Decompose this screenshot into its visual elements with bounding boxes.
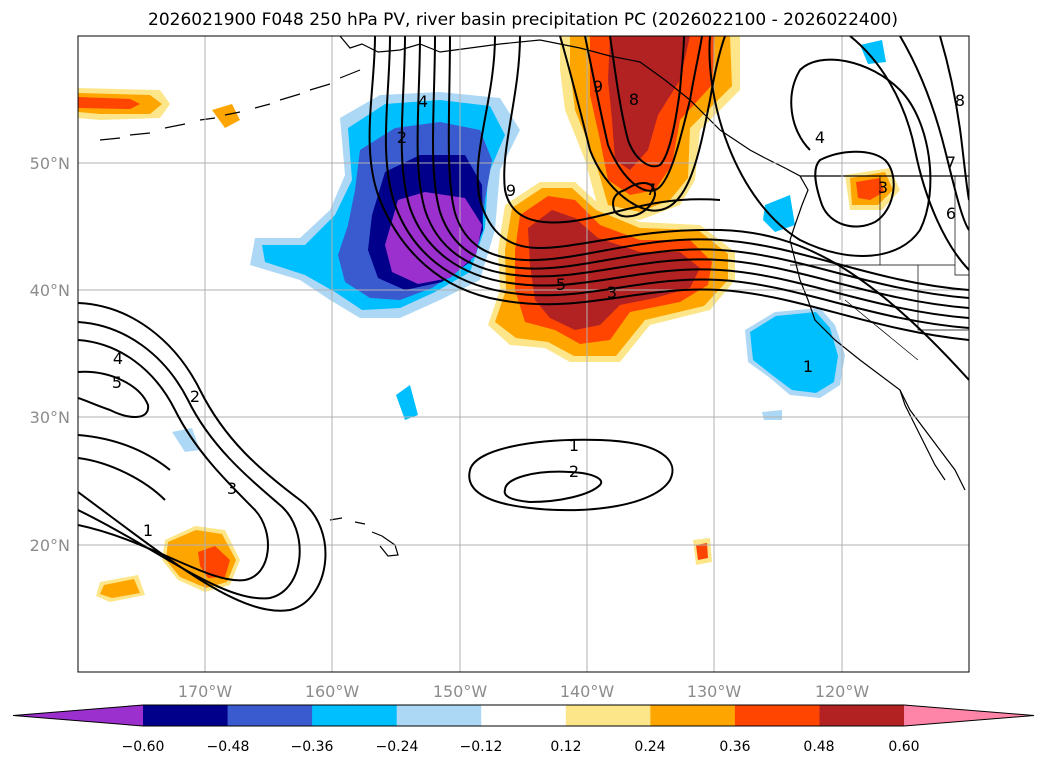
contour-label-alaska-8: 8 [629, 90, 639, 109]
lat-label-30n: 30°N [30, 408, 70, 427]
contour-label-jet-9: 9 [506, 181, 516, 200]
lon-label-130w: 130°W [687, 682, 742, 701]
pv-contours [78, 36, 969, 612]
contour-label-north-2: 2 [397, 128, 407, 147]
contour-label-east-7: 7 [946, 153, 956, 172]
aleutian-islands [99, 69, 361, 141]
lon-label-120w: 120°W [815, 682, 870, 701]
lon-label-170w: 170°W [178, 682, 233, 701]
lon-label-150w: 150°W [433, 682, 488, 701]
colorbar-segment-1 [143, 705, 229, 726]
contour-label-west-1: 1 [143, 521, 153, 540]
pv-contour-central-1 [468, 438, 674, 512]
colorbar-segment-2 [227, 705, 313, 726]
colorbar-segment-4 [396, 705, 482, 726]
colorbar-segment-6 [565, 705, 651, 726]
precip-pc-fill [78, 36, 900, 602]
colorbar-segment-9 [819, 705, 905, 726]
colorbar-tick-9: 0.60 [888, 739, 919, 755]
lon-labels: 170°W 160°W 150°W 140°W 130°W 120°W [178, 682, 870, 701]
pv-contour-west-1 [78, 302, 327, 612]
colorbar-segment-5 [481, 705, 567, 726]
colorbar-tick-2: −0.36 [291, 739, 334, 755]
colorbar-extend-high [904, 705, 1035, 726]
colorbar: −0.60 −0.48 −0.36 −0.24 −0.12 0.12 0.24 … [12, 704, 1035, 755]
colorbar-tick-8: 0.48 [803, 739, 834, 755]
colorbar-segments [12, 704, 1035, 727]
contour-label-west-4: 4 [113, 349, 123, 368]
contour-label-jet-1: 1 [803, 357, 813, 376]
colorbar-tick-6: 0.24 [634, 739, 665, 755]
contour-label-west-5: 5 [112, 373, 122, 392]
colorbar-tick-0: −0.60 [122, 739, 165, 755]
colorbar-segment-8 [734, 705, 820, 726]
contour-label-north-4: 4 [418, 92, 428, 111]
colorbar-tick-5: 0.12 [550, 739, 581, 755]
lon-label-160w: 160°W [305, 682, 360, 701]
contour-label-west-2: 2 [190, 387, 200, 406]
contour-label-alaska-9: 9 [593, 77, 603, 96]
pv-contour-east-1 [708, 36, 932, 257]
bc-coast [719, 129, 809, 241]
colorbar-tick-7: 0.36 [719, 739, 750, 755]
contour-label-jet-3: 3 [607, 283, 617, 302]
state-borders [790, 176, 969, 361]
lat-label-50n: 50°N [30, 154, 70, 173]
contour-label-west-3: 3 [227, 479, 237, 498]
figure-title: 2026021900 F048 250 hPa PV, river basin … [148, 10, 898, 30]
lat-label-40n: 40°N [30, 281, 70, 300]
contour-label-central-2: 2 [569, 462, 579, 481]
colorbar-extend-low [13, 705, 143, 726]
map-frame [77, 35, 970, 673]
pv-contour-jet-1 [368, 36, 969, 341]
colorbar-ticks: −0.60 −0.48 −0.36 −0.24 −0.12 0.12 0.24 … [122, 739, 920, 755]
lat-labels: 50°N 40°N 30°N 20°N [30, 154, 70, 555]
contour-label-east-6: 6 [946, 204, 956, 223]
colorbar-segment-3 [312, 705, 398, 726]
map-panel: 4 5 2 3 1 1 2 9 5 3 1 2 4 9 8 7 4 3 6 7 [77, 35, 970, 673]
contour-label-central-1: 1 [569, 436, 579, 455]
contour-label-alaska-7: 7 [646, 180, 656, 199]
lat-label-20n: 20°N [30, 536, 70, 555]
colorbar-outline [12, 704, 1035, 727]
baja-coast [899, 389, 946, 481]
colorbar-tick-4: −0.12 [460, 739, 503, 755]
colorbar-segment-7 [650, 705, 736, 726]
alaska-coast [339, 36, 721, 131]
lon-label-140w: 140°W [560, 682, 615, 701]
colorbar-tick-1: −0.48 [207, 739, 250, 755]
contour-label-east-3: 3 [878, 178, 888, 197]
colorbar-tick-3: −0.24 [376, 739, 419, 755]
gridlines [78, 36, 969, 672]
contour-label-east-8: 8 [955, 91, 965, 110]
contour-labels: 4 5 2 3 1 1 2 9 5 3 1 2 4 9 8 7 4 3 6 7 [112, 77, 965, 540]
contour-label-east-4: 4 [815, 128, 825, 147]
contour-label-jet-5: 5 [556, 275, 566, 294]
